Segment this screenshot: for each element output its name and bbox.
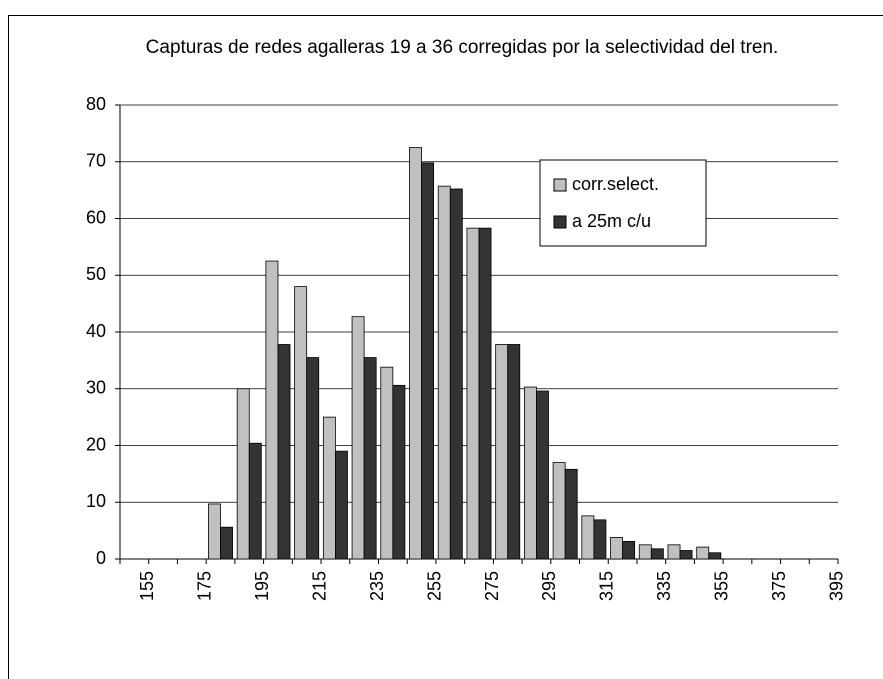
bar: [236, 388, 250, 560]
bar: [593, 519, 607, 560]
bar: [421, 162, 435, 560]
legend-label: a 25m c/u: [572, 211, 651, 231]
y-tick-label: 50: [86, 264, 106, 284]
bar: [478, 227, 492, 560]
x-tick-label: 235: [367, 571, 387, 601]
bar: [449, 188, 463, 560]
x-tick-label: 295: [539, 571, 559, 601]
legend-swatch: [553, 215, 567, 229]
bar: [392, 384, 406, 560]
y-tick-label: 80: [86, 94, 106, 114]
bar: [380, 366, 394, 560]
y-tick-label: 30: [86, 378, 106, 398]
bar: [322, 416, 336, 560]
bar: [265, 260, 279, 560]
chart-title: Capturas de redes agalleras 19 a 36 corr…: [145, 37, 779, 58]
bar: [581, 515, 595, 560]
y-tick-label: 0: [96, 548, 106, 568]
y-tick-label: 20: [86, 434, 106, 454]
x-tick-label: 195: [252, 571, 272, 601]
legend-label: corr.select.: [572, 174, 659, 194]
bar: [708, 552, 722, 560]
bar: [277, 344, 291, 560]
legend-box: [539, 159, 707, 247]
bar: [523, 386, 537, 560]
y-tick-label: 10: [86, 491, 106, 511]
x-tick-label: 215: [309, 571, 329, 601]
chart-border: [8, 15, 883, 679]
legend-swatch: [553, 178, 567, 192]
bar: [507, 344, 521, 560]
y-tick-label: 40: [86, 321, 106, 341]
bar: [495, 344, 509, 560]
bar: [650, 548, 664, 560]
bar: [220, 526, 233, 560]
y-tick-label: 70: [86, 151, 106, 171]
bar: [564, 468, 578, 560]
bar: [622, 541, 636, 560]
x-tick-label: 175: [195, 571, 215, 601]
bar: [208, 503, 221, 560]
x-tick-label: 335: [654, 571, 674, 601]
bar: [306, 357, 320, 560]
y-tick-label: 60: [86, 207, 106, 227]
x-tick-label: 315: [597, 571, 617, 601]
bar: [536, 390, 549, 560]
bar: [248, 442, 262, 560]
bar: [552, 462, 566, 560]
x-tick-label: 375: [769, 571, 789, 601]
bar: [610, 537, 623, 560]
bar: [351, 316, 365, 560]
bar: [696, 546, 710, 560]
bar: [294, 286, 308, 560]
bar: [466, 227, 480, 560]
bar: [638, 544, 652, 560]
bar: [667, 544, 681, 560]
x-tick-label: 255: [424, 571, 444, 601]
bar: [334, 450, 348, 560]
bar: [409, 147, 422, 560]
x-tick-label: 355: [712, 571, 732, 601]
x-tick-label: 155: [137, 571, 157, 601]
bar: [679, 550, 693, 560]
bar: [437, 185, 451, 560]
bar: [363, 357, 377, 560]
x-tick-label: 395: [826, 571, 846, 601]
x-tick-label: 275: [482, 571, 502, 601]
